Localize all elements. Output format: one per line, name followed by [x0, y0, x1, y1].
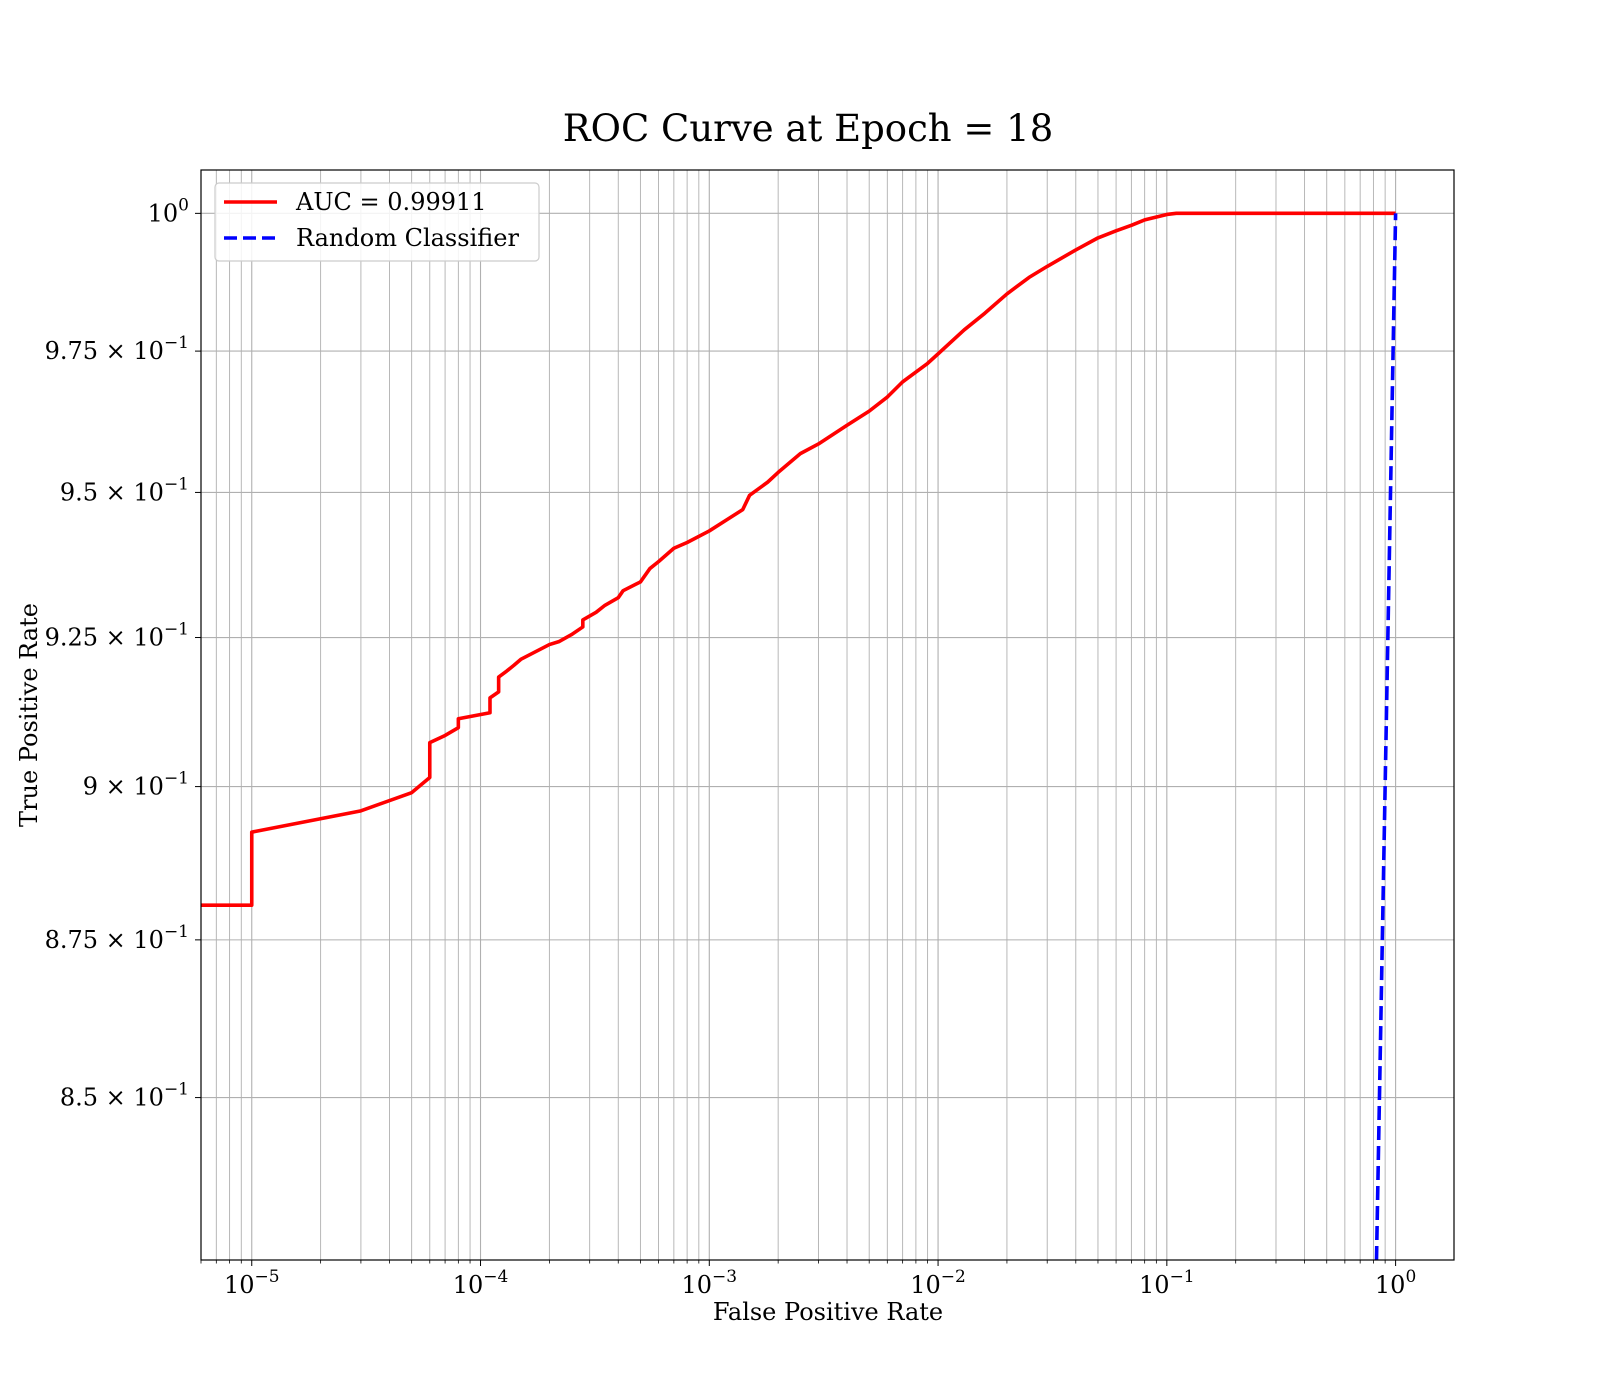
- x-tick-label: 10−4: [453, 1267, 509, 1299]
- y-tick-label: 9.75 × 10−1: [45, 333, 189, 365]
- random-classifier-line: [1374, 213, 1398, 1260]
- series-layer: [201, 211, 1398, 1260]
- y-tick-label: 100: [148, 195, 189, 227]
- legend-box: [214, 182, 540, 262]
- x-tick-labels: 10−5 10−4 10−3 10−2 10−1 100: [200, 1260, 1416, 1299]
- y-tick-label: 9.5 × 10−1: [60, 474, 189, 506]
- x-tick-label: 100: [1375, 1267, 1416, 1299]
- y-tick-labels: 8.5 × 10−1 8.75 × 10−1 9 × 10−1 9.25 × 10−1…: [45, 195, 201, 1112]
- x-tick-label: 10−1: [1139, 1267, 1195, 1299]
- legend: AUC = 0.99911 Random Classifier: [214, 182, 540, 262]
- legend-label-auc: AUC = 0.99911: [295, 188, 487, 216]
- y-tick-label: 9.25 × 10−1: [45, 620, 189, 652]
- x-tick-label: 10−3: [681, 1267, 737, 1299]
- grid: [200, 170, 1454, 1260]
- x-tick-label: 10−5: [224, 1267, 280, 1299]
- plot-frame: [200, 169, 1455, 1261]
- x-tick-label: 10−2: [910, 1267, 966, 1299]
- legend-label-random: Random Classifier: [296, 224, 519, 252]
- y-tick-label: 9 × 10−1: [83, 769, 189, 801]
- y-tick-label: 8.75 × 10−1: [45, 922, 189, 954]
- x-axis-label: False Positive Rate: [713, 1298, 943, 1326]
- y-tick-label: 8.5 × 10−1: [60, 1080, 189, 1112]
- y-axis-label: True Positive Rate: [15, 603, 43, 827]
- roc-curve-line: [201, 211, 1396, 907]
- chart-title: ROC Curve at Epoch = 18: [563, 107, 1053, 150]
